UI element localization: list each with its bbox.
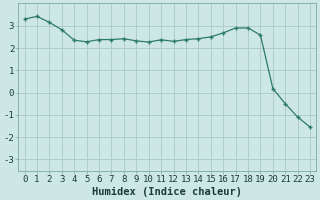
X-axis label: Humidex (Indice chaleur): Humidex (Indice chaleur) bbox=[92, 186, 242, 197]
